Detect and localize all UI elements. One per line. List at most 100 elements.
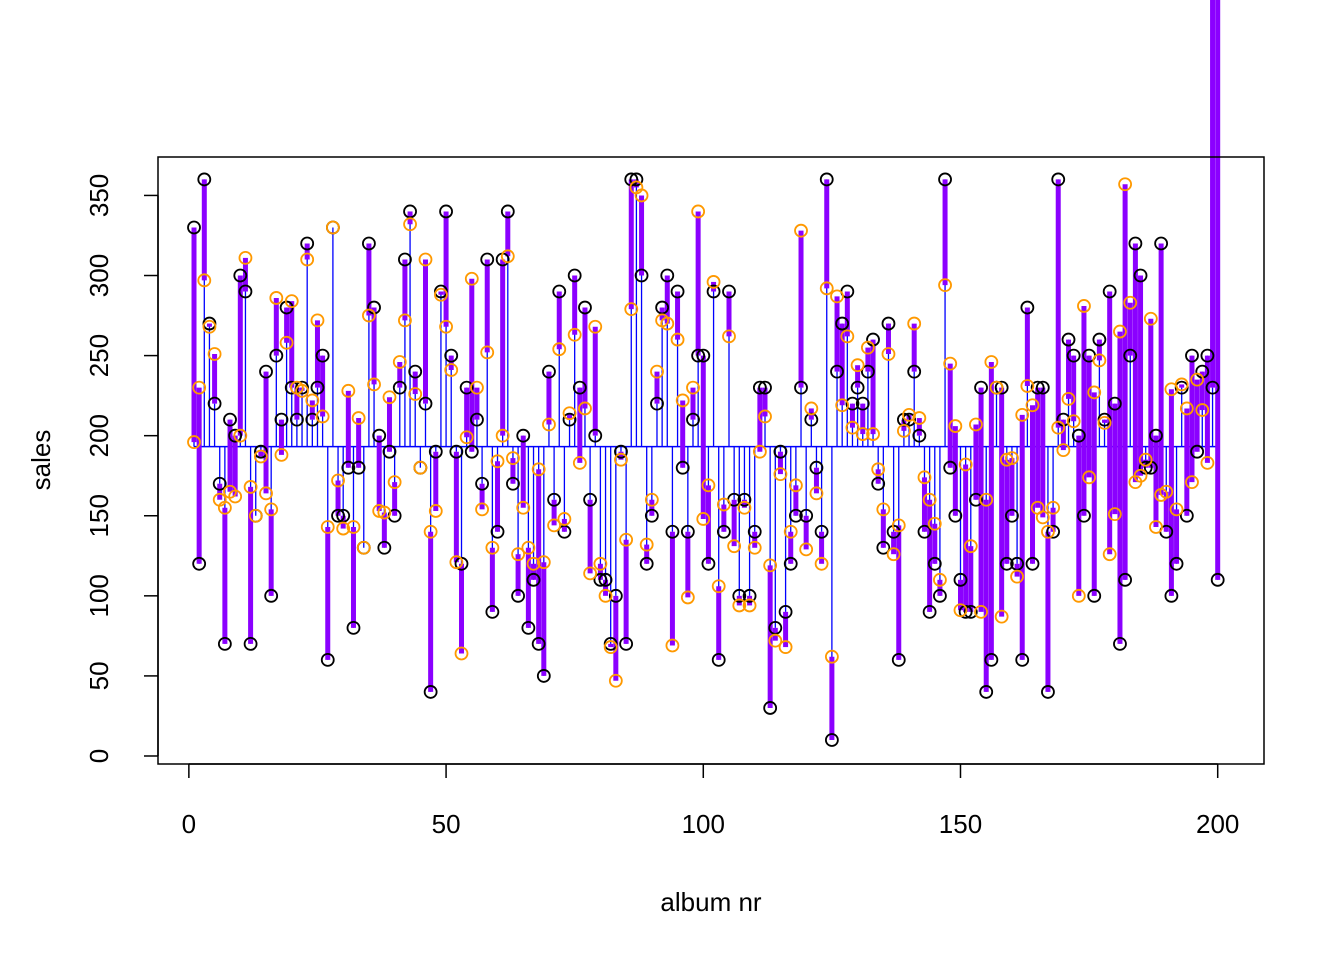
observed-point [464, 444, 479, 459]
fitted-point [1179, 401, 1194, 416]
fitted-point [387, 475, 402, 490]
observed-point [660, 268, 675, 283]
observed-point [758, 380, 772, 395]
observed-point [943, 460, 958, 475]
observed-point [1087, 588, 1102, 603]
fitted-point [660, 316, 675, 331]
observed-point [207, 396, 222, 411]
fitted-point [248, 508, 263, 523]
fitted-point [428, 504, 443, 518]
fitted-point [706, 275, 721, 289]
fitted-point [593, 556, 608, 571]
observed-point [475, 476, 489, 491]
fitted-point [341, 383, 356, 398]
fitted-point [634, 188, 649, 203]
observed-point [969, 492, 983, 507]
fitted-point [1118, 177, 1133, 192]
observed-point [1128, 236, 1143, 251]
fitted-point [866, 427, 880, 441]
plot-frame [157, 156, 1265, 765]
observed-point [1169, 556, 1184, 571]
x-tick-label: 150 [939, 809, 982, 839]
fitted-point [912, 411, 927, 425]
fitted-point [439, 319, 453, 334]
observed-point [382, 444, 397, 459]
observed-point [938, 172, 952, 187]
observed-point [485, 604, 500, 619]
fitted-point [773, 467, 788, 482]
fitted-point [644, 492, 659, 507]
fitted-point [320, 520, 335, 534]
fitted-point [727, 539, 742, 554]
fitted-point [984, 355, 999, 369]
fitted-point [326, 220, 340, 235]
fitted-point [1097, 415, 1112, 430]
fitted-point [228, 489, 243, 504]
observed-point [907, 364, 922, 379]
observed-point [706, 284, 721, 299]
observed-point [691, 348, 706, 363]
observed-point [634, 268, 649, 283]
observed-point [608, 588, 623, 603]
fitted-point [192, 380, 207, 395]
observed-point [1205, 380, 1220, 395]
observed-point [588, 428, 603, 443]
fitted-point [922, 492, 937, 507]
observed-point [1200, 348, 1215, 363]
fitted-point [747, 540, 762, 555]
fitted-point [217, 500, 232, 515]
fitted-point [788, 478, 803, 493]
fitted-point [933, 572, 947, 587]
observed-point [1005, 508, 1019, 523]
fitted-point [197, 273, 212, 288]
fitted-point [1123, 295, 1138, 310]
fitted-point [752, 444, 767, 459]
observed-point [233, 268, 248, 283]
fitted-point [1077, 299, 1091, 313]
observed-point [511, 588, 525, 603]
fitted-point [963, 539, 978, 554]
fitted-point [1066, 414, 1081, 429]
fitted-point [758, 409, 772, 424]
fitted-point [614, 452, 628, 467]
fitted-point [1195, 403, 1210, 417]
fitted-point [1138, 452, 1153, 467]
observed-point [948, 508, 963, 523]
fitted-point [295, 383, 309, 398]
observed-point [1179, 508, 1194, 523]
fitted-point [1082, 470, 1096, 485]
observed-point [542, 364, 556, 379]
fitted-point [897, 423, 911, 438]
observed-point [999, 556, 1014, 571]
observed-point [398, 252, 412, 267]
observed-point [650, 396, 664, 411]
observed-point [701, 556, 716, 571]
fitted-point [398, 313, 412, 328]
fitted-point [413, 460, 428, 475]
fitted-point [500, 249, 515, 264]
fitted-point [351, 411, 366, 425]
observed-point [974, 380, 988, 395]
observed-point [732, 588, 747, 603]
fitted-point [1046, 500, 1060, 515]
fitted-point [1071, 588, 1086, 603]
x-tick-label: 50 [432, 809, 461, 839]
fitted-point [763, 558, 778, 573]
fitted-point [253, 449, 268, 464]
observed-point [639, 556, 654, 571]
observed-point [289, 412, 304, 427]
fitted-point [794, 223, 808, 238]
fitted-point [876, 502, 891, 517]
fitted-point [675, 393, 690, 408]
fitted-point [722, 329, 736, 344]
observed-point [783, 556, 798, 571]
fitted-point [871, 462, 886, 477]
fitted-point [855, 427, 870, 441]
observed-point [902, 412, 916, 427]
observed-point [788, 508, 803, 523]
observed-point [711, 652, 726, 667]
observed-point [933, 588, 947, 603]
fitted-point [207, 347, 222, 361]
observed-point [269, 348, 284, 363]
observed-point [567, 268, 582, 283]
